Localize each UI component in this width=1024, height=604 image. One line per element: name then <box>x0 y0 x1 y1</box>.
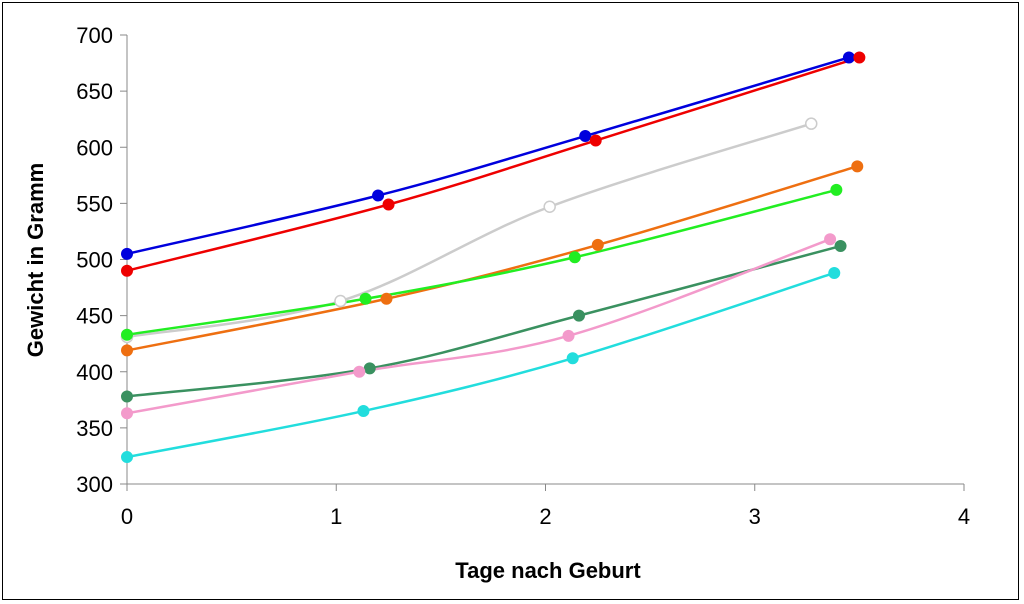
data-point <box>382 198 395 211</box>
y-tick-label: 350 <box>76 416 113 441</box>
x-tick-label: 3 <box>749 504 761 529</box>
data-point <box>121 407 133 420</box>
series-markers <box>120 51 866 464</box>
series-line <box>126 165 858 352</box>
data-point <box>804 117 818 130</box>
data-point <box>363 362 376 375</box>
series-line <box>126 56 850 256</box>
data-point <box>121 344 133 357</box>
series-line <box>126 271 835 459</box>
data-point <box>589 134 602 147</box>
data-point <box>372 189 385 202</box>
y-tick-label: 550 <box>76 191 113 216</box>
data-point <box>121 451 133 464</box>
series-line <box>126 238 831 415</box>
data-point <box>121 247 133 260</box>
y-tick-label: 700 <box>76 23 113 48</box>
data-point <box>121 264 133 277</box>
series-line <box>126 122 812 339</box>
data-point <box>851 160 864 173</box>
data-point <box>359 292 372 305</box>
y-tick-label: 400 <box>76 360 113 385</box>
tick-labels: 300 350 400 450 500 550 600 650 700 0 1 2 3 4 <box>76 23 970 529</box>
y-tick-label: 300 <box>76 472 113 497</box>
data-point <box>380 292 393 305</box>
y-axis-label: Gewicht in Gramm <box>23 163 48 357</box>
axes <box>120 34 965 491</box>
data-point <box>834 240 847 253</box>
data-point <box>572 309 585 322</box>
series-lines <box>126 56 860 459</box>
data-point <box>824 233 837 246</box>
data-point <box>562 329 575 342</box>
data-point <box>853 51 866 64</box>
data-point <box>579 130 592 143</box>
data-point <box>566 352 579 365</box>
data-point <box>842 51 855 64</box>
x-tick-label: 1 <box>330 504 342 529</box>
data-point <box>568 251 581 264</box>
y-tick-label: 600 <box>76 135 113 160</box>
data-point <box>121 328 133 341</box>
data-point <box>828 266 841 279</box>
y-tick-label: 450 <box>76 304 113 329</box>
data-point <box>121 390 133 403</box>
data-point <box>543 200 556 213</box>
y-tick-label: 500 <box>76 248 113 273</box>
x-tick-label: 0 <box>121 504 133 529</box>
data-point <box>357 405 370 418</box>
x-tick-label: 4 <box>958 504 970 529</box>
series-line <box>126 244 841 398</box>
x-tick-label: 2 <box>539 504 551 529</box>
y-tick-label: 650 <box>76 79 113 104</box>
data-point <box>830 183 843 196</box>
data-point <box>591 238 604 251</box>
series-line <box>126 56 860 272</box>
data-point <box>353 365 366 378</box>
data-point <box>334 294 347 308</box>
x-axis-label: Tage nach Geburt <box>455 558 641 583</box>
series-line <box>126 188 837 336</box>
